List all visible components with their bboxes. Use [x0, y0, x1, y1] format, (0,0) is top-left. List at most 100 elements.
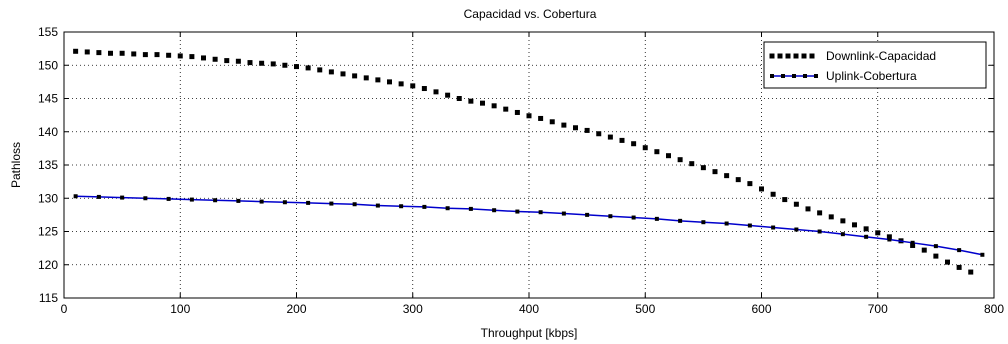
series-1-point-26 [678, 218, 683, 223]
series-1 [73, 194, 985, 257]
legend-box [763, 41, 987, 89]
series-0-point-35 [480, 100, 485, 106]
series-0-point-76 [956, 264, 962, 270]
series-0-point-20 [305, 65, 311, 71]
series-0-point-74 [933, 253, 939, 259]
x-axis-label: Throughput [kbps] [481, 326, 578, 340]
x-tick-label-7: 700 [868, 302, 888, 316]
grid [64, 32, 994, 298]
legend-swatch-marker-0-3 [793, 53, 799, 59]
y-tick-label-0: 115 [39, 291, 58, 305]
series-1-point-35 [887, 237, 892, 242]
series-1-point-31 [794, 227, 799, 232]
x-tick-label-1: 100 [170, 302, 190, 316]
legend-swatch-marker-0-2 [785, 53, 791, 59]
series-0-point-61 [782, 197, 788, 203]
series-1-point-15 [422, 204, 427, 209]
series-line-1 [75, 195, 983, 256]
series-0-point-53 [689, 161, 695, 167]
series-0-point-51 [666, 153, 671, 159]
series-0 [73, 48, 974, 275]
series-0-point-62 [793, 201, 799, 207]
legend-entry-downlink: Downlink-Capacidad [769, 49, 936, 63]
series-0-point-28 [398, 81, 404, 87]
series-0-point-3 [108, 50, 113, 56]
series-1-point-24 [631, 215, 636, 220]
series-0-point-25 [363, 75, 369, 81]
series-1-point-4 [166, 196, 171, 201]
y-axis-label: Pathloss [9, 142, 23, 188]
series-0-point-48 [631, 141, 637, 147]
series-0-point-15 [247, 60, 253, 66]
series-0-point-22 [328, 69, 334, 75]
series-0-point-40 [538, 115, 544, 121]
series-0-point-58 [747, 181, 753, 187]
series-0-point-13 [224, 58, 230, 64]
series-0-point-18 [282, 62, 288, 68]
legend-swatch-marker-1-0 [770, 74, 774, 78]
series-1-point-17 [468, 206, 473, 211]
series-layer [73, 48, 985, 275]
series-0-point-72 [910, 242, 916, 248]
series-1-point-3 [143, 196, 148, 201]
legend: Downlink-Capacidad Uplink-Cobertura [763, 41, 987, 89]
series-1-point-18 [492, 208, 497, 213]
series-0-point-19 [294, 64, 299, 70]
series-0-point-55 [712, 169, 718, 175]
series-0-point-68 [863, 226, 869, 232]
series-1-point-1 [96, 194, 101, 199]
series-0-point-39 [526, 113, 532, 119]
series-0-point-31 [433, 89, 439, 95]
series-1-point-6 [213, 198, 218, 203]
series-1-point-21 [561, 211, 566, 216]
series-0-point-0 [73, 48, 79, 54]
series-0-point-67 [852, 222, 857, 228]
series-0-point-54 [700, 165, 706, 171]
series-1-point-9 [282, 200, 287, 205]
series-0-point-46 [607, 134, 613, 140]
legend-swatch-marker-0-0 [769, 53, 775, 59]
series-1-point-23 [608, 214, 613, 219]
y-axis: 115 120 125 130 135 140 145 150 155 [38, 25, 994, 305]
series-0-point-59 [759, 186, 764, 192]
x-tick-label-8: 800 [984, 302, 1004, 316]
series-0-point-29 [410, 83, 416, 89]
legend-swatch-marker-0-1 [777, 53, 783, 59]
series-0-point-6 [142, 52, 148, 58]
series-0-point-36 [491, 103, 497, 109]
series-0-point-27 [387, 79, 392, 85]
series-1-point-12 [352, 202, 357, 207]
x-tick-label-0: 0 [61, 302, 68, 316]
series-1-point-19 [515, 209, 520, 214]
x-axis: 0 100 200 300 400 500 600 700 800 [61, 32, 1004, 316]
series-0-point-7 [154, 52, 160, 58]
y-tick-label-3: 130 [38, 191, 58, 205]
series-1-point-14 [399, 204, 404, 209]
series-0-point-12 [212, 56, 218, 62]
series-0-point-77 [968, 269, 974, 275]
series-0-point-65 [828, 214, 834, 220]
series-1-point-0 [73, 194, 78, 199]
series-0-point-10 [189, 54, 195, 60]
series-0-point-9 [177, 53, 183, 59]
legend-swatch-marker-1-2 [792, 74, 796, 78]
series-1-point-11 [329, 201, 334, 206]
legend-label-0: Downlink-Capacidad [826, 49, 936, 63]
series-0-point-2 [96, 50, 102, 56]
series-0-point-66 [840, 218, 846, 224]
series-0-point-26 [375, 77, 381, 83]
legend-swatch-marker-1-4 [814, 74, 818, 78]
series-1-point-33 [840, 232, 845, 237]
series-1-point-10 [306, 200, 311, 205]
series-0-point-14 [235, 58, 241, 64]
y-tick-label-1: 120 [38, 258, 58, 272]
series-0-point-42 [561, 122, 567, 128]
series-1-point-30 [771, 225, 776, 230]
series-0-point-70 [886, 234, 892, 240]
series-0-point-64 [817, 210, 823, 216]
series-0-point-21 [317, 67, 323, 73]
series-0-point-5 [131, 51, 137, 57]
y-tick-label-6: 145 [38, 92, 58, 106]
series-0-point-41 [549, 119, 555, 125]
